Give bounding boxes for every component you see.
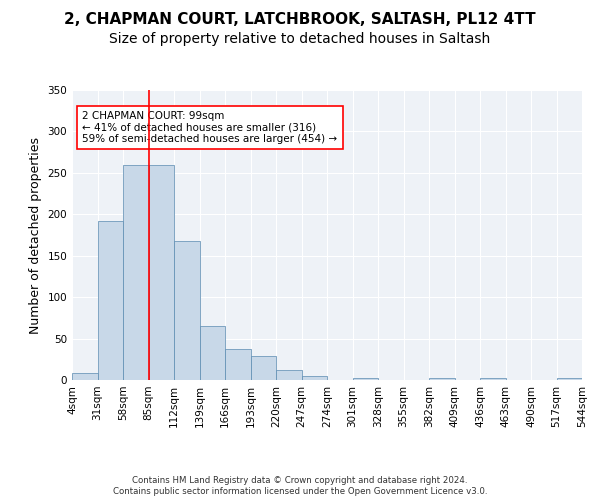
Text: Size of property relative to detached houses in Saltash: Size of property relative to detached ho… [109,32,491,46]
Y-axis label: Number of detached properties: Number of detached properties [29,136,42,334]
Text: 2 CHAPMAN COURT: 99sqm
← 41% of detached houses are smaller (316)
59% of semi-de: 2 CHAPMAN COURT: 99sqm ← 41% of detached… [82,110,337,144]
Bar [480,378,505,380]
Bar [225,350,251,380]
Bar [251,356,276,380]
Bar [302,376,327,380]
Text: Contains HM Land Registry data © Crown copyright and database right 2024.: Contains HM Land Registry data © Crown c… [132,476,468,485]
Bar [276,370,302,380]
Bar [97,221,123,380]
Bar [174,241,199,380]
Bar [123,164,149,380]
Bar [557,378,582,380]
Bar [149,164,174,380]
Bar [199,326,225,380]
Text: 2, CHAPMAN COURT, LATCHBROOK, SALTASH, PL12 4TT: 2, CHAPMAN COURT, LATCHBROOK, SALTASH, P… [64,12,536,28]
Bar [429,378,455,380]
Bar [72,372,97,380]
Bar [353,378,378,380]
Text: Contains public sector information licensed under the Open Government Licence v3: Contains public sector information licen… [113,487,487,496]
